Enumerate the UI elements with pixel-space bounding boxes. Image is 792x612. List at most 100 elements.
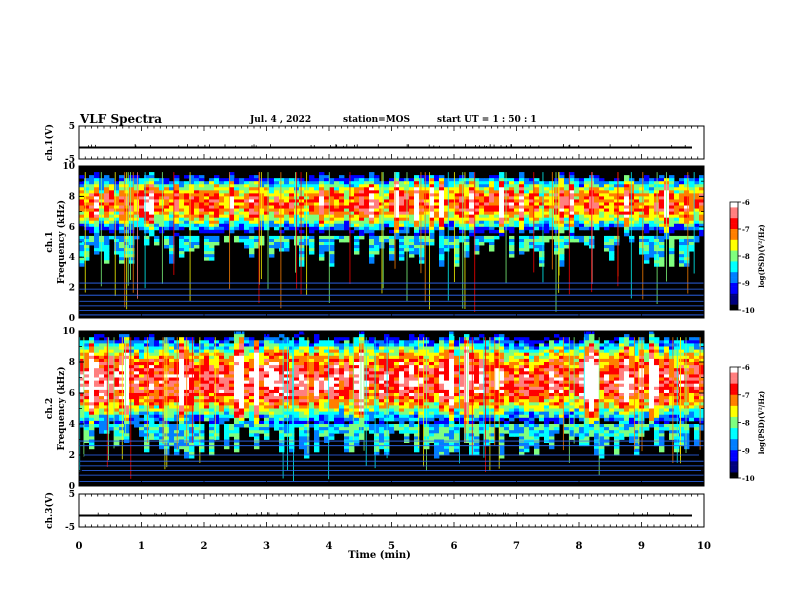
spectrogram-cell (79, 196, 85, 200)
spectrogram-cell (544, 187, 550, 191)
spectrogram-cell (564, 178, 570, 182)
spectrogram-cell (139, 383, 145, 388)
spectrogram-cell (624, 193, 630, 197)
spectrogram-cell (114, 349, 120, 354)
spectrogram-cell (229, 380, 235, 385)
spectrogram-cell (114, 355, 120, 360)
spectrogram-cell (139, 396, 145, 400)
spectrogram-cell (599, 208, 605, 212)
spectrogram-cell (119, 211, 125, 216)
spectrogram-cell (359, 196, 365, 200)
spectrogram-cell (224, 368, 230, 372)
spectrogram-cell (149, 414, 155, 419)
spectrogram-cell (89, 405, 95, 409)
spectrogram-cell (554, 245, 560, 249)
spectrogram-cell (229, 349, 235, 354)
spectrogram-cell (499, 223, 505, 228)
spectrogram-cell (359, 178, 365, 182)
spectrogram-cell (234, 217, 240, 222)
spectrogram-cell (439, 196, 445, 200)
spectrogram-cell (259, 402, 265, 406)
spectrogram-cell (79, 386, 85, 391)
spectrogram-cell (269, 349, 275, 354)
spectrogram-cell (609, 202, 615, 206)
spectrogram-cell (204, 226, 210, 231)
spectrogram-cell (224, 187, 230, 191)
spectrogram-cell (109, 235, 115, 240)
spectrogram-cell (119, 226, 125, 231)
spectrogram-cell (234, 445, 240, 450)
spectrogram-cell (204, 220, 210, 225)
spectrogram-cell (179, 352, 185, 357)
spectrogram-cell (464, 220, 470, 225)
spectrogram-cell (599, 223, 605, 228)
spectrogram-cell (249, 235, 255, 240)
spectrogram-cell (574, 217, 580, 222)
spectrogram-cell (159, 399, 165, 403)
spectrogram-cell (519, 214, 525, 219)
colorbar-tick-label: -6 (742, 198, 750, 207)
spectrogram-cell (189, 408, 195, 412)
spectrogram-cell (449, 242, 455, 246)
spectrogram-cell (254, 362, 260, 366)
chart-title: VLF Spectra (80, 112, 163, 126)
spectrogram-image (79, 166, 705, 318)
spectrogram-cell (119, 178, 125, 182)
spectrogram-cell (204, 386, 210, 391)
spectrogram-cell (229, 337, 235, 341)
spectrogram-cell (489, 202, 495, 206)
spectrogram-cell (474, 202, 480, 206)
colorbar-swatch (730, 234, 738, 237)
spectrogram-cell (604, 199, 610, 203)
spectrogram-cell (224, 202, 230, 206)
spectrogram-cell (694, 226, 700, 231)
spectrogram-cell (214, 178, 220, 182)
spectrogram-cell (199, 411, 205, 416)
spectrogram-cell (274, 205, 280, 209)
spectrogram-cell (209, 352, 215, 357)
spectrogram-cell (149, 226, 155, 231)
spectrogram-cell (689, 184, 695, 188)
spectrogram-cell (94, 181, 100, 185)
spectrogram-cell (199, 178, 205, 182)
spectrogram-cell (424, 229, 430, 234)
spectrogram-cell (114, 340, 120, 344)
colorbar-swatch (730, 288, 738, 291)
spectrogram-cell (344, 190, 350, 194)
spectrogram-cell (209, 368, 215, 372)
spectrogram-cell (79, 238, 85, 243)
spectrogram-cell (534, 220, 540, 225)
spectrogram-cell (194, 199, 200, 203)
spectrogram-cell (469, 196, 475, 200)
spectrogram-cell (579, 205, 585, 209)
spectrogram-cell (594, 187, 600, 191)
spectrogram-cell (229, 430, 235, 434)
spectrogram-cell (79, 245, 85, 249)
spectrogram-cell (569, 208, 575, 212)
spectrogram-cell (459, 214, 465, 219)
spectrogram-cell (454, 248, 460, 252)
spectrogram-cell (214, 196, 220, 200)
spectrogram-cell (494, 187, 500, 191)
spectrogram-cell (274, 377, 280, 381)
spectrogram-cell (284, 220, 290, 225)
spectrogram-cell (239, 211, 245, 216)
spectrogram-cell (209, 399, 215, 403)
spectrogram-cell (299, 223, 305, 228)
spectrogram-cell (269, 187, 275, 191)
spectrogram-cell (534, 245, 540, 249)
spectrogram-cell (149, 175, 155, 179)
spectrogram-cell (519, 193, 525, 197)
spectrogram-cell (424, 235, 430, 240)
spectrogram-cell (334, 190, 340, 194)
spectrogram-cell (89, 337, 95, 341)
spectrogram-cell (239, 181, 245, 185)
spectrogram-cell (504, 211, 510, 216)
spectrogram-cell (549, 184, 555, 188)
spectrogram-cell (604, 187, 610, 191)
spectrogram-cell (249, 242, 255, 246)
colorbar-swatch (730, 286, 738, 289)
spectrogram-cell (269, 414, 275, 419)
spectrogram-cell (154, 346, 160, 350)
spectrogram-cell (299, 214, 305, 219)
